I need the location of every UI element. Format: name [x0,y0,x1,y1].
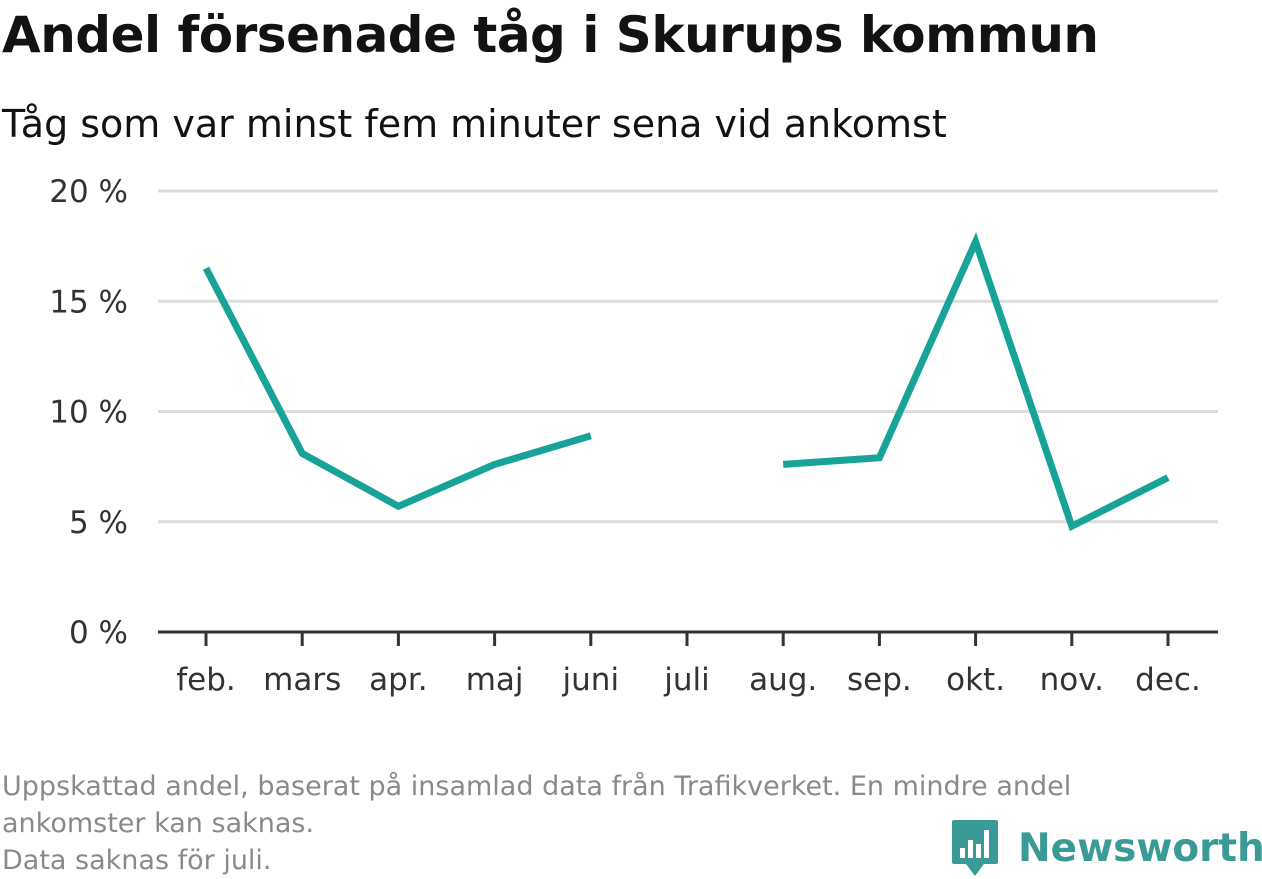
x-tick-label: mars [263,662,341,698]
x-tick-label: juni [562,662,620,698]
chart-title: Andel försenade tåg i Skurups kommun [2,6,1099,64]
series-lines [202,232,1170,532]
x-tick-label: maj [466,662,524,698]
x-tick-label: feb. [176,662,236,698]
y-tick-label: 5 % [69,505,128,541]
x-tick-label: juli [663,662,710,698]
brand-logo: Newsworthy [950,818,1262,878]
y-axis-tick-labels: 0 % 5 % 10 % 15 % 20 % [49,174,128,651]
chart-subtitle: Tåg som var minst fem minuter sena vid a… [2,102,947,146]
x-axis [158,630,1218,646]
series-line-segment [202,266,592,511]
x-axis-tick-labels: feb. mars apr. maj juni juli aug. sep. okt. nov. d… [176,662,1201,698]
y-tick-label: 10 % [49,395,128,431]
line-chart: 0 % 5 % 10 % 15 % 20 % feb. mars apr. maj juni ju… [49,174,1218,698]
x-tick-label: apr. [369,662,427,698]
x-tick-label: dec. [1135,662,1201,698]
y-tick-label: 15 % [49,284,128,320]
footnote-line-1: Uppskattad andel, baserat på insamlad da… [2,771,1072,802]
footnote-line-2: ankomster kan saknas. [2,808,315,839]
newsworthy-logo-icon [952,820,998,876]
y-tick-label: 20 % [49,174,128,210]
gridlines [158,189,1218,524]
x-tick-label: sep. [847,662,912,698]
series-line-segment [782,232,1170,532]
footnote-line-3: Data saknas för juli. [2,845,272,876]
x-tick-label: nov. [1040,662,1104,698]
brand-name: Newsworthy [1018,825,1262,871]
footnote: Uppskattad andel, baserat på insamlad da… [2,768,1242,879]
x-tick-label: aug. [749,662,817,698]
x-tick-label: okt. [946,662,1005,698]
y-tick-label: 0 % [69,615,128,651]
